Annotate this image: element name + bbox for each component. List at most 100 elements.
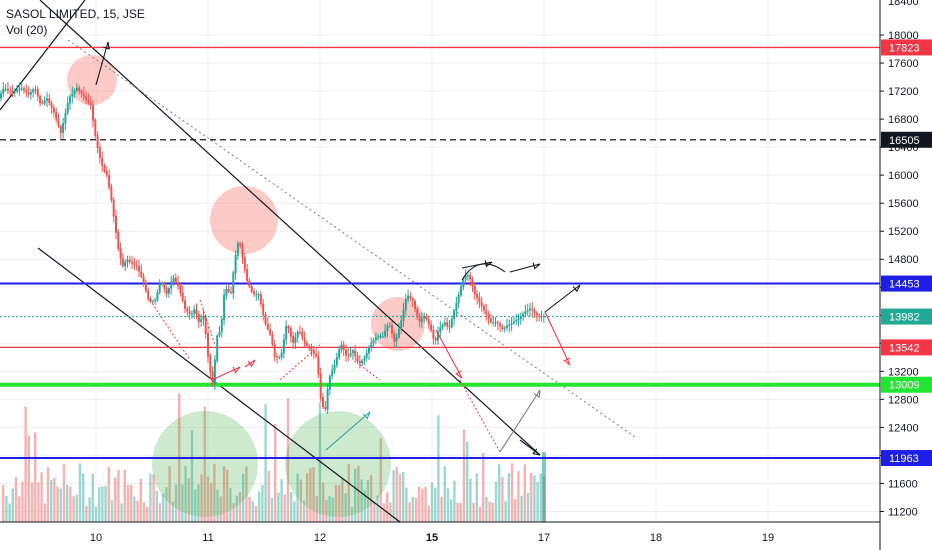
candle-body (193, 309, 196, 314)
volume-bar (72, 496, 75, 522)
candle-body (167, 288, 170, 294)
projection-arrow (211, 366, 241, 381)
volume-bar (331, 497, 334, 522)
candle-body (105, 170, 108, 176)
projection-arrow (325, 411, 371, 451)
volume-indicator-label[interactable]: Vol (20) (6, 23, 48, 37)
candle-body (48, 98, 51, 104)
volume-bar (523, 464, 526, 522)
candle-body (135, 264, 138, 267)
volume-bar (459, 502, 462, 522)
projection-arrow (519, 439, 541, 456)
volume-bar (526, 492, 530, 522)
candle-body (400, 320, 403, 330)
volume-bar (197, 484, 200, 522)
volume-bar (379, 437, 382, 522)
candle-body (368, 347, 370, 354)
candle-body (239, 243, 242, 246)
candle-body (324, 406, 327, 410)
candle-body (473, 285, 476, 295)
candle-body (301, 331, 304, 338)
candle-body (202, 315, 205, 320)
candle-body (437, 332, 439, 341)
candle-body (292, 335, 295, 343)
candle-body (225, 289, 228, 296)
candle-body (179, 285, 182, 293)
candle-body (308, 345, 311, 349)
candle-body (379, 336, 382, 338)
volume-bar (382, 503, 386, 522)
candle-body (142, 276, 145, 284)
candle-body (269, 329, 272, 335)
volume-bar (21, 481, 24, 522)
volume-bar (427, 505, 430, 522)
volume-bar (206, 476, 210, 522)
volume-bar (190, 430, 194, 522)
volume-bar (62, 464, 66, 522)
dotted-trend-line (67, 39, 636, 438)
candle-body (416, 308, 419, 318)
candle-body (128, 259, 131, 262)
candle-body (335, 357, 338, 366)
volume-bar (210, 483, 213, 522)
candle-body (531, 308, 534, 311)
projection-arrow (509, 263, 541, 273)
price-badge-green-support (881, 376, 932, 393)
candle-body (423, 316, 426, 319)
volume-bar (142, 502, 146, 522)
candle-body (310, 348, 313, 352)
volume-bars (2, 393, 546, 522)
candle-body (372, 340, 375, 343)
candle-body (386, 325, 389, 332)
price-badge-blue-upper (881, 275, 932, 292)
candle-body (121, 258, 124, 267)
candle-body (20, 88, 23, 90)
candle-body (138, 266, 140, 272)
candle-body (418, 316, 421, 322)
volume-bar (402, 471, 405, 522)
candle-body (501, 326, 504, 329)
candle-body (510, 323, 513, 325)
price-tick-label: 11200 (888, 506, 918, 518)
candle-body (342, 344, 345, 351)
volume-bar (430, 482, 434, 522)
candle-body (188, 311, 191, 314)
volume-bar (136, 500, 139, 522)
candle-body (232, 272, 235, 294)
price-badge-last-price (881, 308, 932, 325)
volume-bar (123, 469, 126, 522)
volume-bar (478, 506, 482, 522)
candle-body (333, 365, 336, 371)
candle-body (363, 357, 366, 361)
volume-bar (389, 502, 392, 522)
volume-bar (110, 500, 114, 522)
candle-body (340, 344, 343, 350)
volume-bar (530, 472, 533, 522)
candle-body (25, 90, 28, 93)
channel-line-upper (39, 0, 541, 456)
volume-bar (469, 478, 472, 522)
price-tick-label: 17200 (888, 86, 919, 98)
candle-body (331, 370, 334, 377)
volume-bar (491, 502, 494, 522)
candle-body (11, 91, 14, 93)
volume-bar (322, 482, 325, 522)
volume-bar (325, 499, 328, 522)
volume-bar (222, 466, 226, 522)
candle-body (443, 322, 446, 325)
volume-bar (203, 406, 206, 522)
volume-bar (507, 472, 510, 522)
candle-body (259, 294, 262, 305)
candle-body (32, 89, 35, 93)
candle-body (46, 98, 48, 101)
candle-body (154, 300, 157, 302)
candle-body (404, 298, 407, 311)
candle-body (515, 320, 518, 322)
volume-bar (59, 488, 62, 522)
candle-body (402, 309, 405, 321)
volume-bar (101, 486, 104, 522)
candle-body (533, 309, 536, 313)
volume-bar (386, 492, 389, 522)
volume-bar (418, 486, 421, 522)
